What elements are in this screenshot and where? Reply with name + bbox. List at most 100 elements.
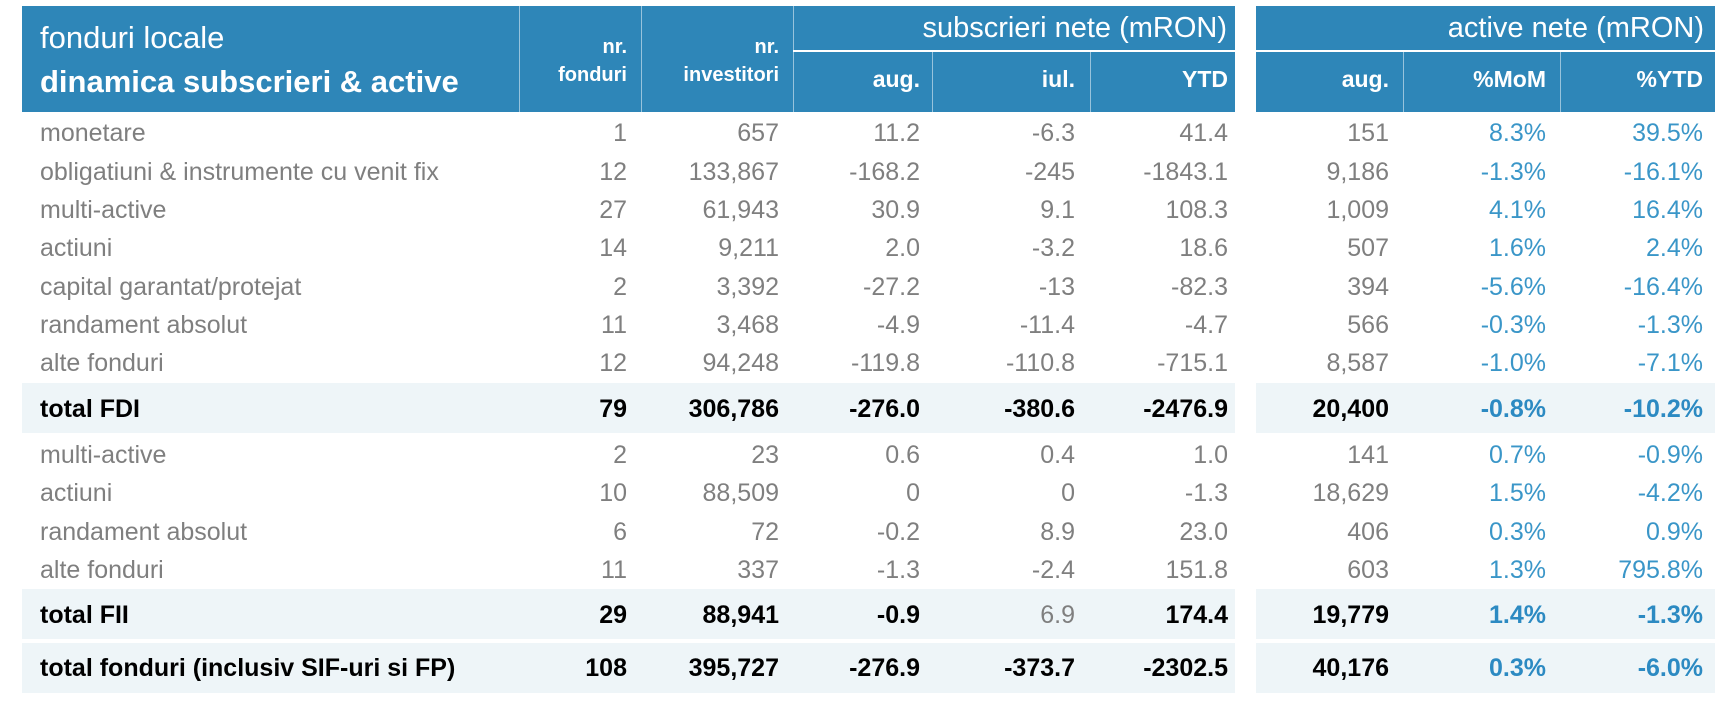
investors-count: 23	[751, 441, 779, 469]
assets-aug: 603	[1347, 556, 1389, 584]
investors-count: 306,786	[688, 395, 779, 423]
investors-count: 657	[737, 119, 779, 147]
subs-aug: 0	[906, 479, 920, 507]
subs-ytd: -2302.5	[1143, 654, 1228, 682]
fund-category: randament absolut	[40, 518, 248, 546]
assets-mom: 1.3%	[1489, 556, 1546, 584]
subs-aug: -276.0	[849, 395, 920, 423]
assets-ytd: -7.1%	[1637, 349, 1703, 377]
investors-header-line2: investitori	[683, 64, 779, 86]
subs-aug: 0.6	[885, 441, 920, 469]
subs-iul: 8.9	[1040, 518, 1075, 546]
subs-aug: -1.3	[876, 556, 920, 584]
subs-ytd: -82.3	[1171, 273, 1228, 301]
investors-count: 3,392	[716, 273, 779, 301]
subs-col-iul: iul.	[1041, 66, 1075, 92]
assets-aug: 151	[1347, 119, 1389, 147]
investors-count: 72	[751, 518, 779, 546]
subs-iul: -11.4	[1019, 311, 1075, 339]
assets-aug: 406	[1347, 518, 1389, 546]
header-divider	[519, 6, 520, 112]
assets-aug: 20,400	[1312, 395, 1389, 423]
subs-iul: -245	[1024, 158, 1075, 186]
subs-ytd: 1.0	[1193, 441, 1228, 469]
assets-ytd: -6.0%	[1637, 654, 1703, 682]
subs-iul: 0.4	[1040, 441, 1075, 469]
header-divider	[793, 50, 1235, 52]
total-row: total FII 29 88,941 -0.9 6.9 174.4 19,77…	[0, 596, 1724, 634]
subs-aug: -0.2	[876, 518, 920, 546]
funds-count: 12	[599, 349, 627, 377]
total-band	[22, 589, 1235, 639]
table-row: actiuni 10 88,509 0 0 -1.3 18,629 1.5% -…	[0, 474, 1724, 512]
subs-aug: -119.8	[850, 349, 920, 377]
total-row: total FDI 79 306,786 -276.0 -380.6 -2476…	[0, 390, 1724, 428]
fund-category: capital garantat/protejat	[40, 273, 302, 301]
table-row: obligatiuni & instrumente cu venit fix 1…	[0, 153, 1724, 191]
subs-aug: -27.2	[863, 273, 920, 301]
assets-aug: 1,009	[1326, 196, 1389, 224]
subs-ytd: 23.0	[1179, 518, 1228, 546]
assets-aug: 394	[1347, 273, 1389, 301]
fund-category: obligatiuni & instrumente cu venit fix	[40, 158, 439, 186]
table-row: monetare 1 657 11.2 -6.3 41.4 151 8.3% 3…	[0, 114, 1724, 152]
table-row: multi-active 2 23 0.6 0.4 1.0 141 0.7% -…	[0, 436, 1724, 474]
table-row: actiuni 14 9,211 2.0 -3.2 18.6 507 1.6% …	[0, 229, 1724, 267]
table-row: capital garantat/protejat 2 3,392 -27.2 …	[0, 268, 1724, 306]
header-left-block	[22, 6, 1235, 112]
investors-count: 3,468	[716, 311, 779, 339]
subs-iul: -2.4	[1031, 556, 1075, 584]
investors-header-line1: nr.	[754, 36, 779, 58]
subs-ytd: 174.4	[1165, 601, 1228, 629]
assets-ytd: -0.9%	[1637, 441, 1703, 469]
header-divider	[793, 6, 794, 112]
subs-ytd: -1843.1	[1143, 158, 1228, 186]
funds-count: 2	[613, 441, 627, 469]
total-label: total FDI	[40, 395, 140, 423]
funds-count: 10	[599, 479, 627, 507]
assets-group-header: active nete (mRON)	[1447, 12, 1704, 44]
assets-ytd: -16.1%	[1623, 158, 1703, 186]
subs-iul: -13	[1038, 273, 1075, 301]
funds-count: 6	[613, 518, 627, 546]
fund-category: multi-active	[40, 196, 167, 224]
assets-mom: -0.3%	[1480, 311, 1546, 339]
table-title: fonduri locale	[40, 20, 225, 55]
funds-count: 12	[599, 158, 627, 186]
table-row: randament absolut 11 3,468 -4.9 -11.4 -4…	[0, 306, 1724, 344]
funds-header-line2: fonduri	[558, 64, 627, 86]
total-band	[1256, 383, 1715, 433]
assets-aug: 18,629	[1312, 479, 1389, 507]
assets-mom: 1.5%	[1489, 479, 1546, 507]
investors-count: 94,248	[702, 349, 779, 377]
subs-aug: 30.9	[871, 196, 920, 224]
subs-aug: -4.9	[876, 311, 920, 339]
subs-iul: 9.1	[1040, 196, 1075, 224]
investors-count: 9,211	[718, 234, 779, 262]
investors-count: 133,867	[688, 158, 779, 186]
subs-aug: -0.9	[876, 601, 920, 629]
fund-category: actiuni	[40, 234, 113, 262]
assets-ytd: -10.2%	[1623, 395, 1703, 423]
assets-ytd: -4.2%	[1637, 479, 1703, 507]
funds-count: 108	[585, 654, 627, 682]
subs-ytd: 151.8	[1165, 556, 1228, 584]
fund-category: monetare	[40, 119, 146, 147]
subscriptions-group-header: subscrieri nete (mRON)	[922, 12, 1227, 44]
header-right-block	[1256, 6, 1715, 112]
assets-aug: 507	[1347, 234, 1389, 262]
subs-ytd: 18.6	[1179, 234, 1228, 262]
assets-col-mom: %MoM	[1473, 66, 1546, 92]
investors-count: 61,943	[702, 196, 779, 224]
subs-iul: 0	[1061, 479, 1075, 507]
header-divider	[1403, 52, 1404, 112]
subs-ytd: -1.3	[1184, 479, 1228, 507]
funds-count: 29	[599, 601, 627, 629]
assets-aug: 566	[1347, 311, 1389, 339]
total-band	[22, 643, 1235, 693]
assets-ytd: -16.4%	[1623, 273, 1703, 301]
subs-aug: 2.0	[885, 234, 920, 262]
assets-mom: 0.3%	[1489, 654, 1546, 682]
subs-ytd: -2476.9	[1143, 395, 1228, 423]
